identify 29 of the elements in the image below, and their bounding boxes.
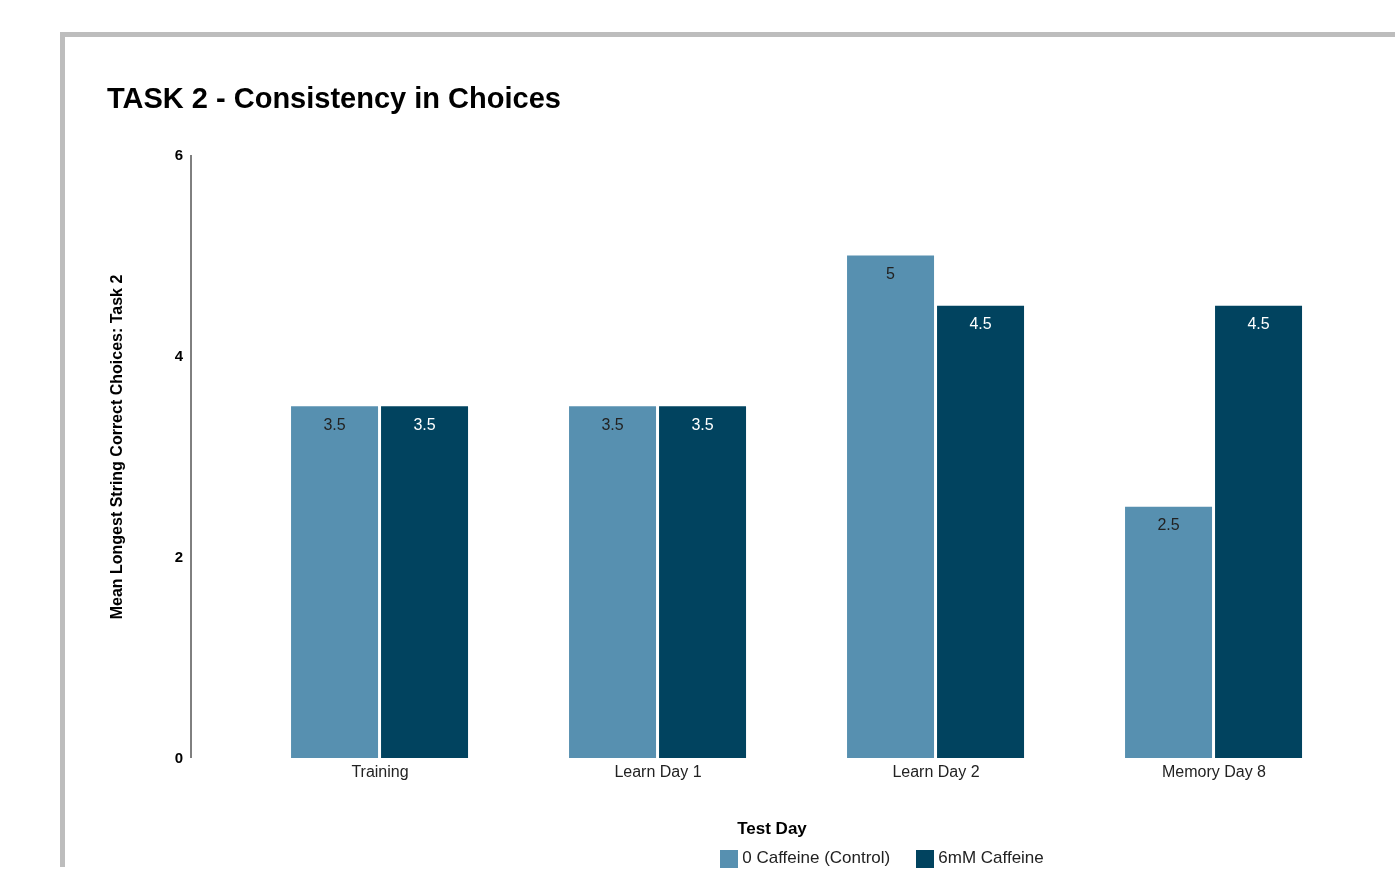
data-label: 2.5 bbox=[1157, 516, 1180, 534]
y-tick-label: 4 bbox=[174, 347, 184, 365]
data-label: 3.5 bbox=[601, 415, 624, 433]
x-tick-label: Training bbox=[351, 763, 409, 781]
data-label: 5 bbox=[886, 264, 896, 282]
data-label: 4.5 bbox=[1247, 315, 1270, 333]
bar bbox=[1215, 305, 1303, 758]
y-axis-title: Mean Longest String Correct Choices: Task 2 bbox=[108, 274, 126, 620]
data-label: 3.5 bbox=[691, 415, 714, 433]
legend-label: 0 Caffeine (Control) bbox=[742, 848, 891, 867]
y-tick-label: 6 bbox=[174, 146, 183, 164]
x-axis-title: Test Day bbox=[737, 819, 808, 838]
bar bbox=[847, 255, 935, 758]
data-label: 3.5 bbox=[323, 415, 346, 433]
bar bbox=[937, 305, 1025, 758]
y-tick-label: 2 bbox=[174, 548, 183, 566]
y-tick-label: 0 bbox=[174, 749, 183, 767]
x-tick-label: Memory Day 8 bbox=[1161, 763, 1267, 781]
bar bbox=[659, 406, 747, 758]
chart-title: TASK 2 - Consistency in Choices bbox=[107, 82, 561, 115]
data-label: 3.5 bbox=[413, 415, 436, 433]
x-tick-label: Learn Day 2 bbox=[892, 763, 980, 781]
bar bbox=[291, 406, 379, 758]
bar bbox=[381, 406, 469, 758]
legend-label: 6mM Caffeine bbox=[938, 848, 1044, 867]
bar bbox=[569, 406, 657, 758]
data-label: 4.5 bbox=[969, 315, 992, 333]
x-tick-label: Learn Day 1 bbox=[614, 763, 702, 781]
bar bbox=[1125, 506, 1213, 758]
